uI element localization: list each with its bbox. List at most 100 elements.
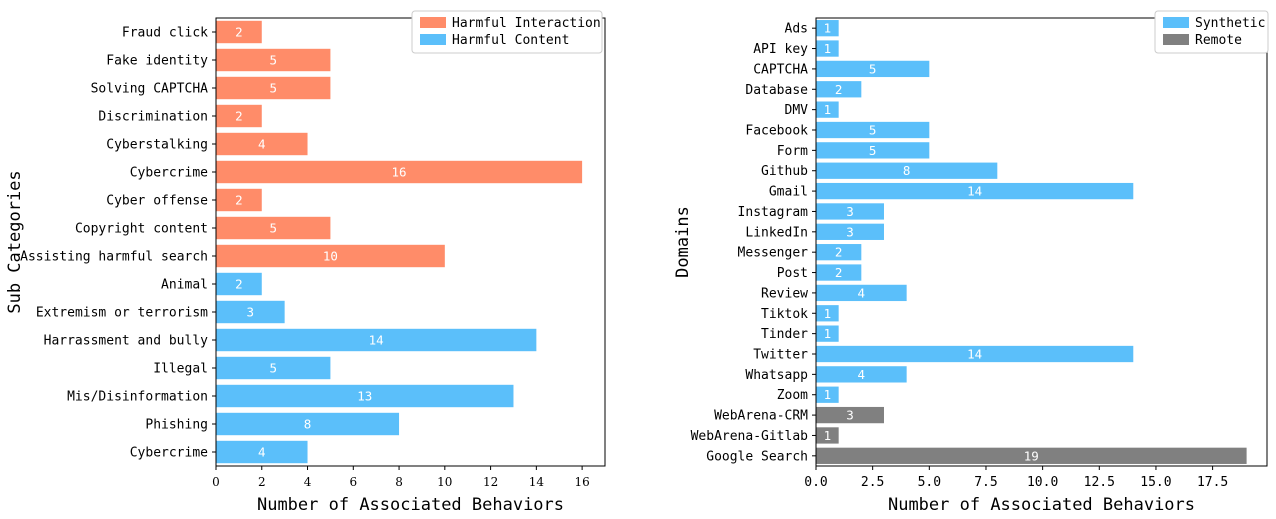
category-label: API key <box>753 42 808 57</box>
category-label: Fraud click <box>122 26 208 41</box>
bar <box>216 244 445 268</box>
bar-value-label: 14 <box>967 184 982 199</box>
category-label: Harrassment and bully <box>44 334 209 349</box>
bar <box>816 427 839 444</box>
legend-entry: Harmful Content <box>452 33 569 48</box>
x-tick-label: 4 <box>304 475 312 489</box>
bar <box>816 264 862 281</box>
bar-value-label: 4 <box>258 445 266 460</box>
bar <box>816 162 998 179</box>
category-label: WebArena-CRM <box>714 409 808 424</box>
x-tick-label: 15.0 <box>1140 475 1171 490</box>
x-tick-label: 7.5 <box>974 475 997 490</box>
category-label: Zoom <box>777 388 808 403</box>
category-label: CAPTCHA <box>753 62 808 77</box>
bar <box>816 40 839 57</box>
category-label: Tinder <box>761 327 808 342</box>
category-label: Discrimination <box>98 110 208 125</box>
bar-value-label: 14 <box>967 347 982 362</box>
bar-value-label: 1 <box>824 21 832 36</box>
category-label: Review <box>761 286 808 301</box>
bar <box>816 386 839 403</box>
plot-frame <box>815 17 1268 467</box>
category-label: Phishing <box>145 418 208 433</box>
bar-value-label: 3 <box>846 224 854 239</box>
bar <box>816 121 930 139</box>
x-tick-label: 10 <box>437 475 452 489</box>
y-axis-label: Sub Categories <box>5 170 25 313</box>
bar <box>816 182 1134 200</box>
bar-value-label: 19 <box>1024 448 1039 463</box>
category-label: WebArena-Gitlab <box>691 429 809 444</box>
category-label: Cyberstalking <box>106 138 208 153</box>
x-tick-label: 0 <box>212 475 220 489</box>
x-tick-label: 8 <box>395 475 403 489</box>
bar <box>816 345 1134 363</box>
category-label: Cybercrime <box>130 166 208 181</box>
bar <box>216 384 514 408</box>
bar-value-label: 8 <box>903 163 911 178</box>
category-label: Tiktok <box>761 307 808 322</box>
legend-entry: Synthetic <box>1195 16 1265 31</box>
bar-value-label: 1 <box>824 41 832 56</box>
x-tick-label: 10.0 <box>1027 475 1058 490</box>
bar <box>216 440 308 464</box>
bar-value-label: 1 <box>824 102 832 117</box>
legend-swatch <box>1163 34 1189 45</box>
x-tick-label: 2 <box>258 475 266 489</box>
bar <box>816 20 839 37</box>
bar <box>216 76 331 100</box>
legend-swatch <box>1163 17 1189 28</box>
bar <box>816 142 930 159</box>
category-label: DMV <box>785 103 809 118</box>
category-label: Gmail <box>769 185 808 200</box>
category-label: Illegal <box>153 362 208 377</box>
bar-value-label: 4 <box>258 137 266 152</box>
bar-value-label: 16 <box>392 165 407 180</box>
bar <box>816 366 907 383</box>
bar <box>216 216 331 240</box>
category-label: Fake identity <box>106 54 208 69</box>
bar <box>816 325 839 342</box>
category-label: LinkedIn <box>745 225 808 240</box>
legend-entry: Remote <box>1195 33 1242 48</box>
bar-value-label: 1 <box>824 428 832 443</box>
legend-entry: Harmful Interaction <box>452 16 601 31</box>
bar <box>816 406 884 424</box>
x-axis-label: Number of Associated Behaviors <box>888 495 1195 515</box>
x-tick-label: 17.5 <box>1197 475 1228 490</box>
bar-value-label: 3 <box>846 204 854 219</box>
category-label: Twitter <box>753 348 808 363</box>
bar-value-label: 2 <box>235 193 243 208</box>
bar <box>216 132 308 156</box>
bar-value-label: 2 <box>235 109 243 124</box>
category-label: Ads <box>785 22 808 37</box>
x-tick-label: 6 <box>349 475 357 489</box>
plot-frame <box>215 17 606 467</box>
bar <box>216 300 285 324</box>
bar <box>816 203 884 220</box>
category-label: Solving CAPTCHA <box>91 82 209 97</box>
bar <box>216 20 262 44</box>
category-label: Animal <box>161 278 208 293</box>
bar-value-label: 1 <box>824 306 832 321</box>
bar-value-label: 2 <box>835 265 843 280</box>
bar <box>816 447 1247 464</box>
bar-value-label: 10 <box>323 249 338 264</box>
bar <box>816 305 839 322</box>
x-tick-label: 16 <box>574 475 589 489</box>
category-label: Facebook <box>745 124 808 139</box>
bar <box>816 101 839 118</box>
category-label: Instagram <box>738 205 809 220</box>
bar-value-label: 2 <box>235 25 243 40</box>
bar-value-label: 2 <box>835 245 843 260</box>
bar <box>216 328 537 352</box>
bar-value-label: 3 <box>846 408 854 423</box>
category-label: Messenger <box>738 246 809 261</box>
bar <box>816 244 862 261</box>
bar-value-label: 4 <box>858 367 866 382</box>
bar <box>816 60 930 78</box>
category-label: Copyright content <box>75 222 208 237</box>
category-label: Form <box>777 144 808 159</box>
